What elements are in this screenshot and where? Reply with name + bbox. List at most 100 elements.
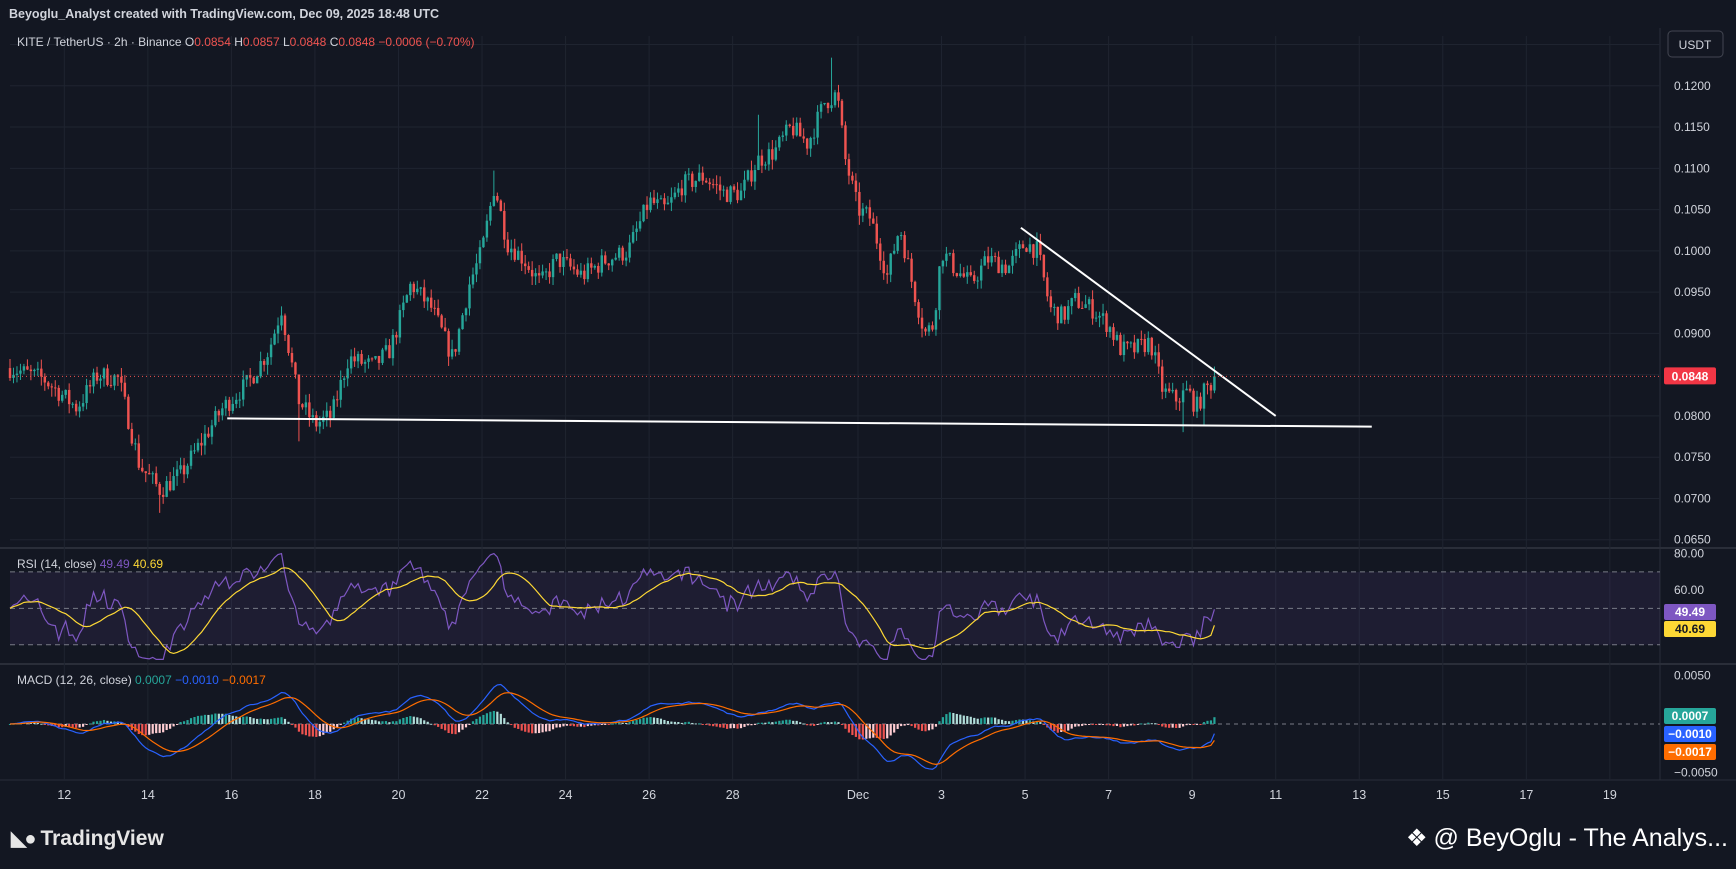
rsi-legend: RSI (14, close) 49.49 40.69 xyxy=(17,557,163,571)
macd-histogram-bar xyxy=(485,713,488,724)
candle-body xyxy=(26,366,29,370)
macd-histogram-bar xyxy=(137,723,140,734)
y-tick-label: 0.0800 xyxy=(1674,409,1711,423)
rsi-tick-label: 60.00 xyxy=(1674,583,1704,597)
candle-body xyxy=(952,253,955,274)
candle-body xyxy=(617,247,621,258)
candle-body xyxy=(22,366,26,371)
candle-body xyxy=(1101,313,1105,316)
candle-body xyxy=(750,170,753,182)
candle-body xyxy=(1174,390,1178,402)
candle-body xyxy=(402,302,405,311)
macd-histogram-bar xyxy=(555,723,558,728)
candle-body xyxy=(148,473,151,475)
candle-body xyxy=(506,239,510,253)
candle-body xyxy=(409,283,412,296)
macd-histogram-bar xyxy=(193,717,196,724)
macd-histogram-bar xyxy=(819,722,823,724)
macd-histogram-bar xyxy=(158,723,161,733)
candle-body xyxy=(1049,296,1053,308)
macd-histogram-bar xyxy=(764,722,767,724)
x-tick-label: 24 xyxy=(559,788,573,802)
candle-body xyxy=(412,283,416,293)
candle-body xyxy=(558,253,562,267)
ohlc-legend: KITE / TetherUS · 2h · Binance O0.0854 H… xyxy=(17,35,475,49)
macd-histogram-bar xyxy=(684,722,687,724)
candle-body xyxy=(88,385,92,387)
candle-body xyxy=(879,243,882,261)
candle-body xyxy=(979,265,983,281)
macd-histogram-bar xyxy=(907,723,910,726)
macd-histogram-bar xyxy=(1011,720,1014,724)
rsi-line xyxy=(9,552,1215,661)
candle-body xyxy=(8,368,12,378)
candle-body xyxy=(391,334,395,359)
candle-body xyxy=(544,271,548,273)
macd-histogram-bar xyxy=(1101,723,1105,725)
candle-body xyxy=(318,421,322,427)
candle-body xyxy=(363,361,367,364)
macd-histogram-bar xyxy=(889,723,892,736)
macd-histogram-bar xyxy=(973,717,976,724)
macd-histogram-bar xyxy=(638,719,642,724)
candle-body xyxy=(1209,385,1213,391)
candle-body xyxy=(158,483,161,495)
candle-body xyxy=(913,281,917,303)
candle-body xyxy=(429,297,433,308)
candle-body xyxy=(865,207,868,209)
candle-body xyxy=(1056,306,1060,324)
macd-histogram-bar xyxy=(1105,723,1108,726)
macd-line xyxy=(9,683,1215,770)
candle-body xyxy=(729,186,732,202)
x-tick-label: 11 xyxy=(1269,788,1282,802)
macd-histogram-bar xyxy=(1000,719,1004,724)
candle-body xyxy=(308,402,311,418)
macd-histogram-bar xyxy=(910,723,913,727)
macd-histogram-bar xyxy=(666,720,670,724)
macd-histogram-bar xyxy=(1129,723,1132,726)
macd-histogram-bar xyxy=(1126,723,1129,727)
candle-body xyxy=(906,258,910,260)
x-tick-label: 28 xyxy=(726,788,740,802)
macd-histogram-bar xyxy=(743,723,746,727)
candle-body xyxy=(1192,390,1195,412)
macd-histogram-bar xyxy=(670,721,673,724)
tradingview-logo[interactable]: ◣● TradingView xyxy=(11,826,164,851)
rsi-ma-value-label: 40.69 xyxy=(1675,622,1705,636)
candle-body xyxy=(872,218,875,224)
macd-histogram-bar xyxy=(214,713,217,724)
macd-histogram-bar xyxy=(565,723,569,726)
candle-body xyxy=(154,473,158,484)
candle-body xyxy=(384,345,388,350)
candle-body xyxy=(520,250,523,264)
macd-histogram-bar xyxy=(1028,720,1032,724)
x-tick-label: Dec xyxy=(847,788,869,802)
candle-body xyxy=(398,310,402,338)
macd-histogram-bar xyxy=(1091,723,1094,725)
x-tick-label: 18 xyxy=(308,788,322,802)
candle-body xyxy=(896,236,899,251)
y-tick-label: 0.0950 xyxy=(1674,285,1711,299)
macd-histogram-bar xyxy=(78,723,81,728)
macd-histogram-bar xyxy=(109,721,113,724)
candle-body xyxy=(597,265,600,273)
candle-body xyxy=(440,315,443,328)
candle-body xyxy=(1087,299,1091,305)
candle-body xyxy=(659,198,663,200)
x-tick-label: 7 xyxy=(1105,788,1112,802)
macd-histogram-bar xyxy=(719,723,722,728)
macd-histogram-bar xyxy=(823,721,826,724)
candle-body xyxy=(478,247,482,264)
tv-logo-icon: ◣● xyxy=(11,828,37,850)
macd-histogram-bar xyxy=(680,722,683,724)
candle-body xyxy=(92,372,95,387)
candle-body xyxy=(419,287,422,289)
macd-histogram-bar xyxy=(82,723,85,727)
candle-body xyxy=(677,188,680,193)
candle-body xyxy=(910,258,913,282)
candle-body xyxy=(889,253,892,275)
candle-body xyxy=(468,284,471,309)
macd-histogram-bar xyxy=(994,717,997,724)
candle-body xyxy=(941,260,945,267)
